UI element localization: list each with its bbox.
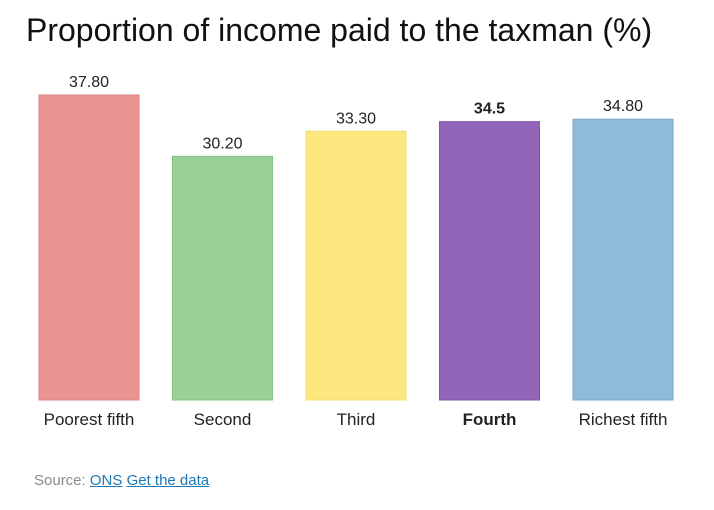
source-line: Source: ONS Get the data xyxy=(34,472,209,489)
bar-second[interactable] xyxy=(172,155,273,401)
bar-fourth[interactable] xyxy=(439,121,540,401)
value-label-poorest-fifth: 37.80 xyxy=(69,74,109,91)
ons-link[interactable]: ONS xyxy=(89,472,123,489)
category-label-richest-fifth: Richest fifth xyxy=(579,410,668,429)
category-label-second: Second xyxy=(194,410,252,429)
value-label-fourth: 34.5 xyxy=(474,101,505,118)
value-label-richest-fifth: 34.80 xyxy=(603,98,643,115)
category-label-fourth: Fourth xyxy=(463,410,517,429)
bar-chart: 37.80 Poorest fifth 30.20 Second 33.30 Third 3… xyxy=(38,74,674,429)
category-label-third: Third xyxy=(337,410,376,429)
bar-richest-fifth[interactable] xyxy=(572,118,674,401)
value-label-third: 33.30 xyxy=(336,110,376,127)
category-label-poorest-fifth: Poorest fifth xyxy=(44,410,135,429)
source-prefix: Source: xyxy=(34,472,86,489)
value-label-second: 30.20 xyxy=(202,135,242,152)
bar-third[interactable] xyxy=(305,130,407,401)
chart-title: Proportion of income paid to the taxman … xyxy=(26,12,653,48)
bar-poorest-fifth[interactable] xyxy=(38,94,140,401)
get-the-data-link[interactable]: Get the data xyxy=(126,472,210,489)
